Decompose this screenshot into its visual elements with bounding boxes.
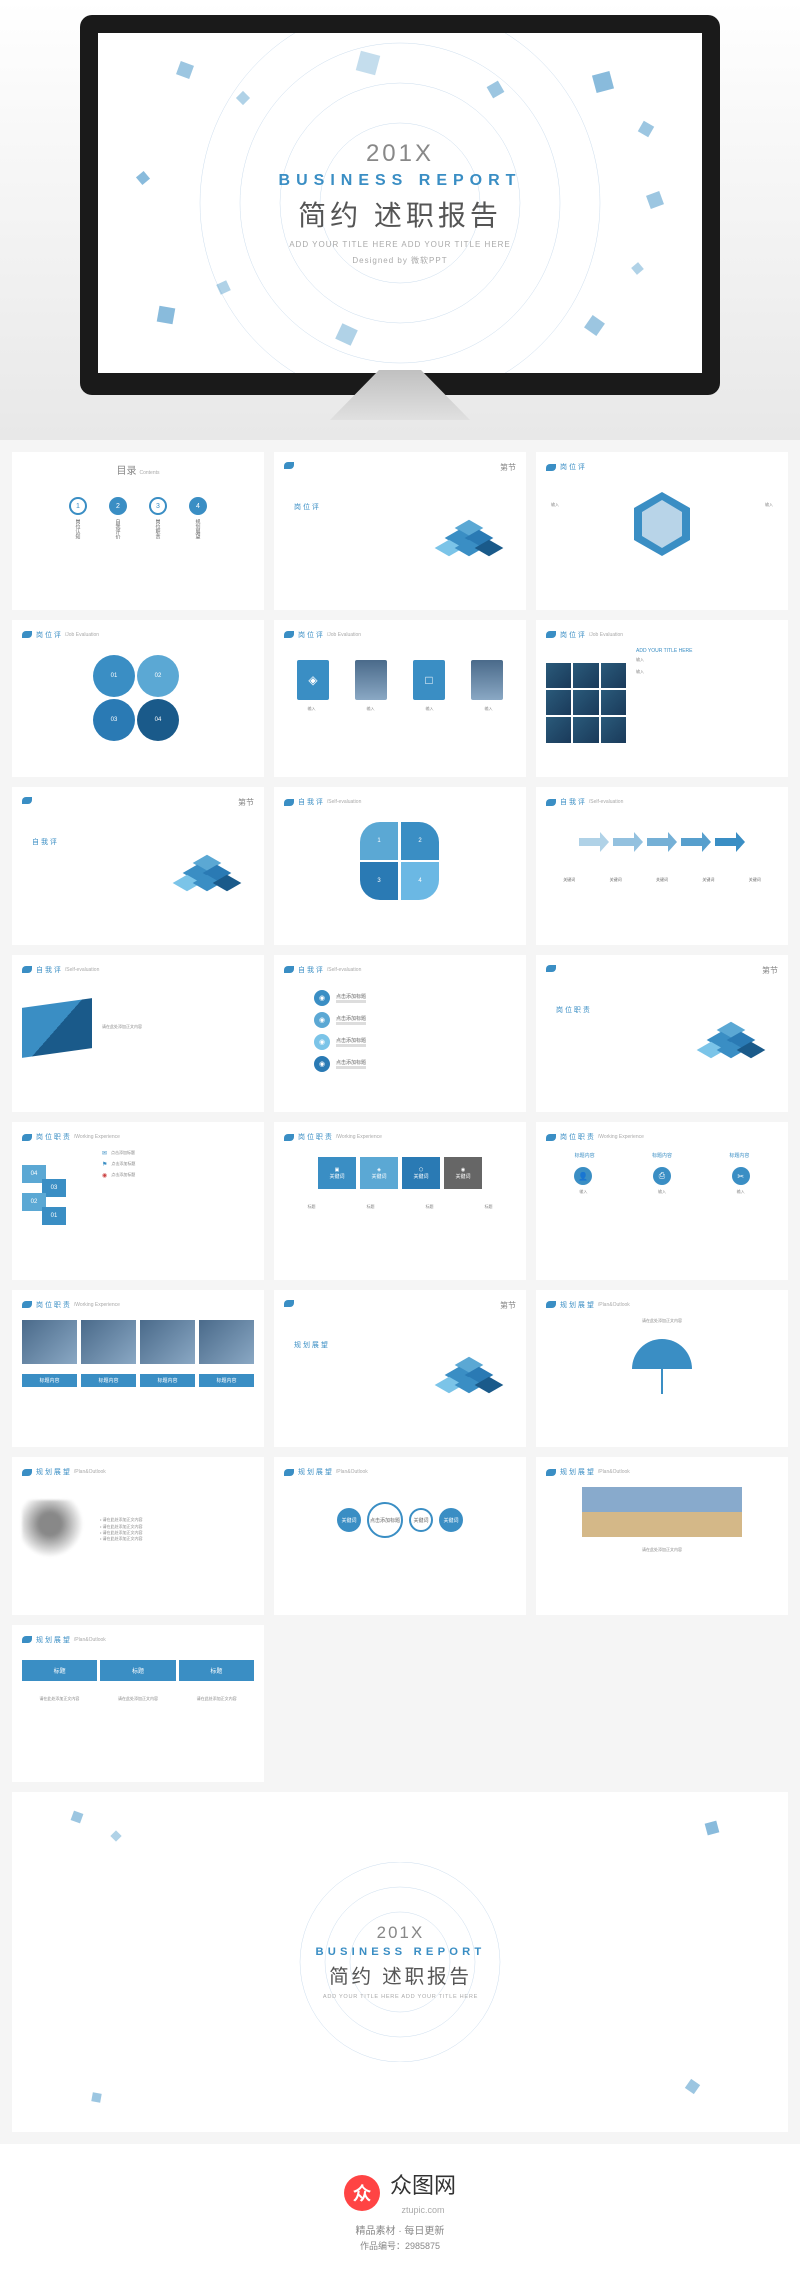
umbrella-icon — [632, 1339, 692, 1379]
footer-logo-icon: 众 — [344, 2175, 380, 2211]
petal-grid: 1234 — [360, 822, 440, 900]
footer-brand: 众图网 — [390, 2168, 456, 2200]
hero-designer: Designed by 微软PPT — [279, 255, 522, 266]
box-3d — [22, 998, 92, 1058]
hero-title: 简约 述职报告 — [279, 194, 522, 234]
slide-toc: 目录Contents 1岗位认知 2自我评价 3岗位职责 4规划展望 — [12, 452, 264, 610]
hexagon-graphic — [634, 492, 690, 556]
slide-icons4: 岗 位 评/Job Evaluation ◈ □ 输入输入输入输入 — [274, 620, 526, 778]
slide-umbrella: 规 划 展 望/Plan&Outlook 请在此处添加正文内容 — [536, 1290, 788, 1448]
pill-list: ◉点击添加标题 ◉点击添加标题 ◉点击添加标题 ◉点击添加标题 — [314, 990, 486, 1072]
four-boxes: ▣关键词 ◈关键词 ⬡关键词 ◉关键词 — [284, 1157, 516, 1189]
footer-id: 作品编号：2985875 — [24, 2239, 776, 2252]
arrow-flow — [546, 832, 778, 852]
slide-pills: 自 我 评/Self-evaluation ◉点击添加标题 ◉点击添加标题 ◉点… — [274, 955, 526, 1113]
slide-cols4: 岗 位 职 责/Working Experience 标题内容标题内容标题内容 … — [536, 1122, 788, 1280]
three-tabs: 标题 标题 标题 — [22, 1660, 254, 1681]
hero-subtitle: BUSINESS REPORT — [279, 172, 522, 190]
slide-tabs3: 规 划 展 望/Plan&Outlook 标题 标题 标题 请在此处添加正文内容… — [12, 1625, 264, 1783]
slide-boxes4: 岗 位 职 责/Working Experience ▣关键词 ◈关键词 ⬡关键… — [274, 1122, 526, 1280]
hero-section: // decorative squares will be added via … — [0, 0, 800, 440]
toc-item-1: 1岗位认知 — [64, 497, 92, 539]
slide-grid9: 岗 位 评/Job Evaluation ADD YOUR TITLE HERE… — [536, 620, 788, 778]
icon-box-1: ◈ — [297, 660, 329, 700]
slide-zigzag: 岗 位 职 责/Working Experience 04 03 02 01 ✉… — [12, 1122, 264, 1280]
slide-3dbox: 自 我 评/Self-evaluation 请在此处添加正文内容 — [12, 955, 264, 1113]
slide-closing: 201X BUSINESS REPORT 简约 述职报告 ADD YOUR TI… — [12, 1792, 788, 2132]
slide-hexagon: 岗 位 评 输入 输入 — [536, 452, 788, 610]
title-slide: // decorative squares will be added via … — [98, 33, 702, 373]
slide-splash: 规 划 展 望/Plan&Outlook • 请在此处添加正文内容 • 请在此处… — [12, 1457, 264, 1615]
nine-grid — [546, 663, 626, 743]
slide-beach: 规 划 展 望/Plan&Outlook 请在此处添加正文内容 — [536, 1457, 788, 1615]
zigzag-steps: 04 03 02 01 — [22, 1165, 92, 1235]
hero-text: 201X BUSINESS REPORT 简约 述职报告 ADD YOUR TI… — [279, 140, 522, 266]
horizontal-circles: 关键词 点击添加标题 关键词 关键词 — [284, 1502, 516, 1538]
toc-item-4: 4规划展望 — [184, 497, 212, 539]
hero-caption: ADD YOUR TITLE HERE ADD YOUR TITLE HERE — [279, 240, 522, 249]
hero-year: 201X — [279, 140, 522, 168]
beach-photo — [582, 1487, 742, 1537]
monitor-frame: // decorative squares will be added via … — [80, 15, 720, 395]
footer-url: ztupic.com — [401, 2205, 444, 2215]
slide-circles4: 岗 位 评/Job Evaluation 01020304 — [12, 620, 264, 778]
four-circles: 01020304 — [93, 655, 183, 741]
toc-item-3: 3岗位职责 — [144, 497, 172, 539]
slide-chapter-4: 第节 规 划 展 望 — [274, 1290, 526, 1448]
toc-heading: 目录Contents — [22, 462, 254, 477]
icon-box-2 — [355, 660, 387, 700]
slide-arrows: 自 我 评/Self-evaluation 关键词关键词关键词关键词关键词 — [536, 787, 788, 945]
footer-tagline: 精品素材 · 每日更新 — [24, 2222, 776, 2237]
toc-item-2: 2自我评价 — [104, 497, 132, 539]
slide-chapter-1: 第节 岗 位 评 — [274, 452, 526, 610]
slide-circles-h: 规 划 展 望/Plan&Outlook 关键词 点击添加标题 关键词 关键词 — [274, 1457, 526, 1615]
footer: 众 众图网 ztupic.com 精品素材 · 每日更新 作品编号：298587… — [0, 2144, 800, 2276]
ink-splash — [22, 1500, 92, 1560]
slide-chapter-2: 第节 自 我 评 — [12, 787, 264, 945]
photo-strip — [22, 1320, 254, 1364]
icon-box-3: □ — [413, 660, 445, 700]
slide-chapter-3: 第节 岗 位 职 责 — [536, 955, 788, 1113]
icon-box-4 — [471, 660, 503, 700]
slide-photo-row: 岗 位 职 责/Working Experience 标题内容标题内容标题内容标… — [12, 1290, 264, 1448]
slide-grid: 目录Contents 1岗位认知 2自我评价 3岗位职责 4规划展望 第节 岗 … — [0, 440, 800, 2144]
slide-petals: 自 我 评/Self-evaluation 1234 — [274, 787, 526, 945]
